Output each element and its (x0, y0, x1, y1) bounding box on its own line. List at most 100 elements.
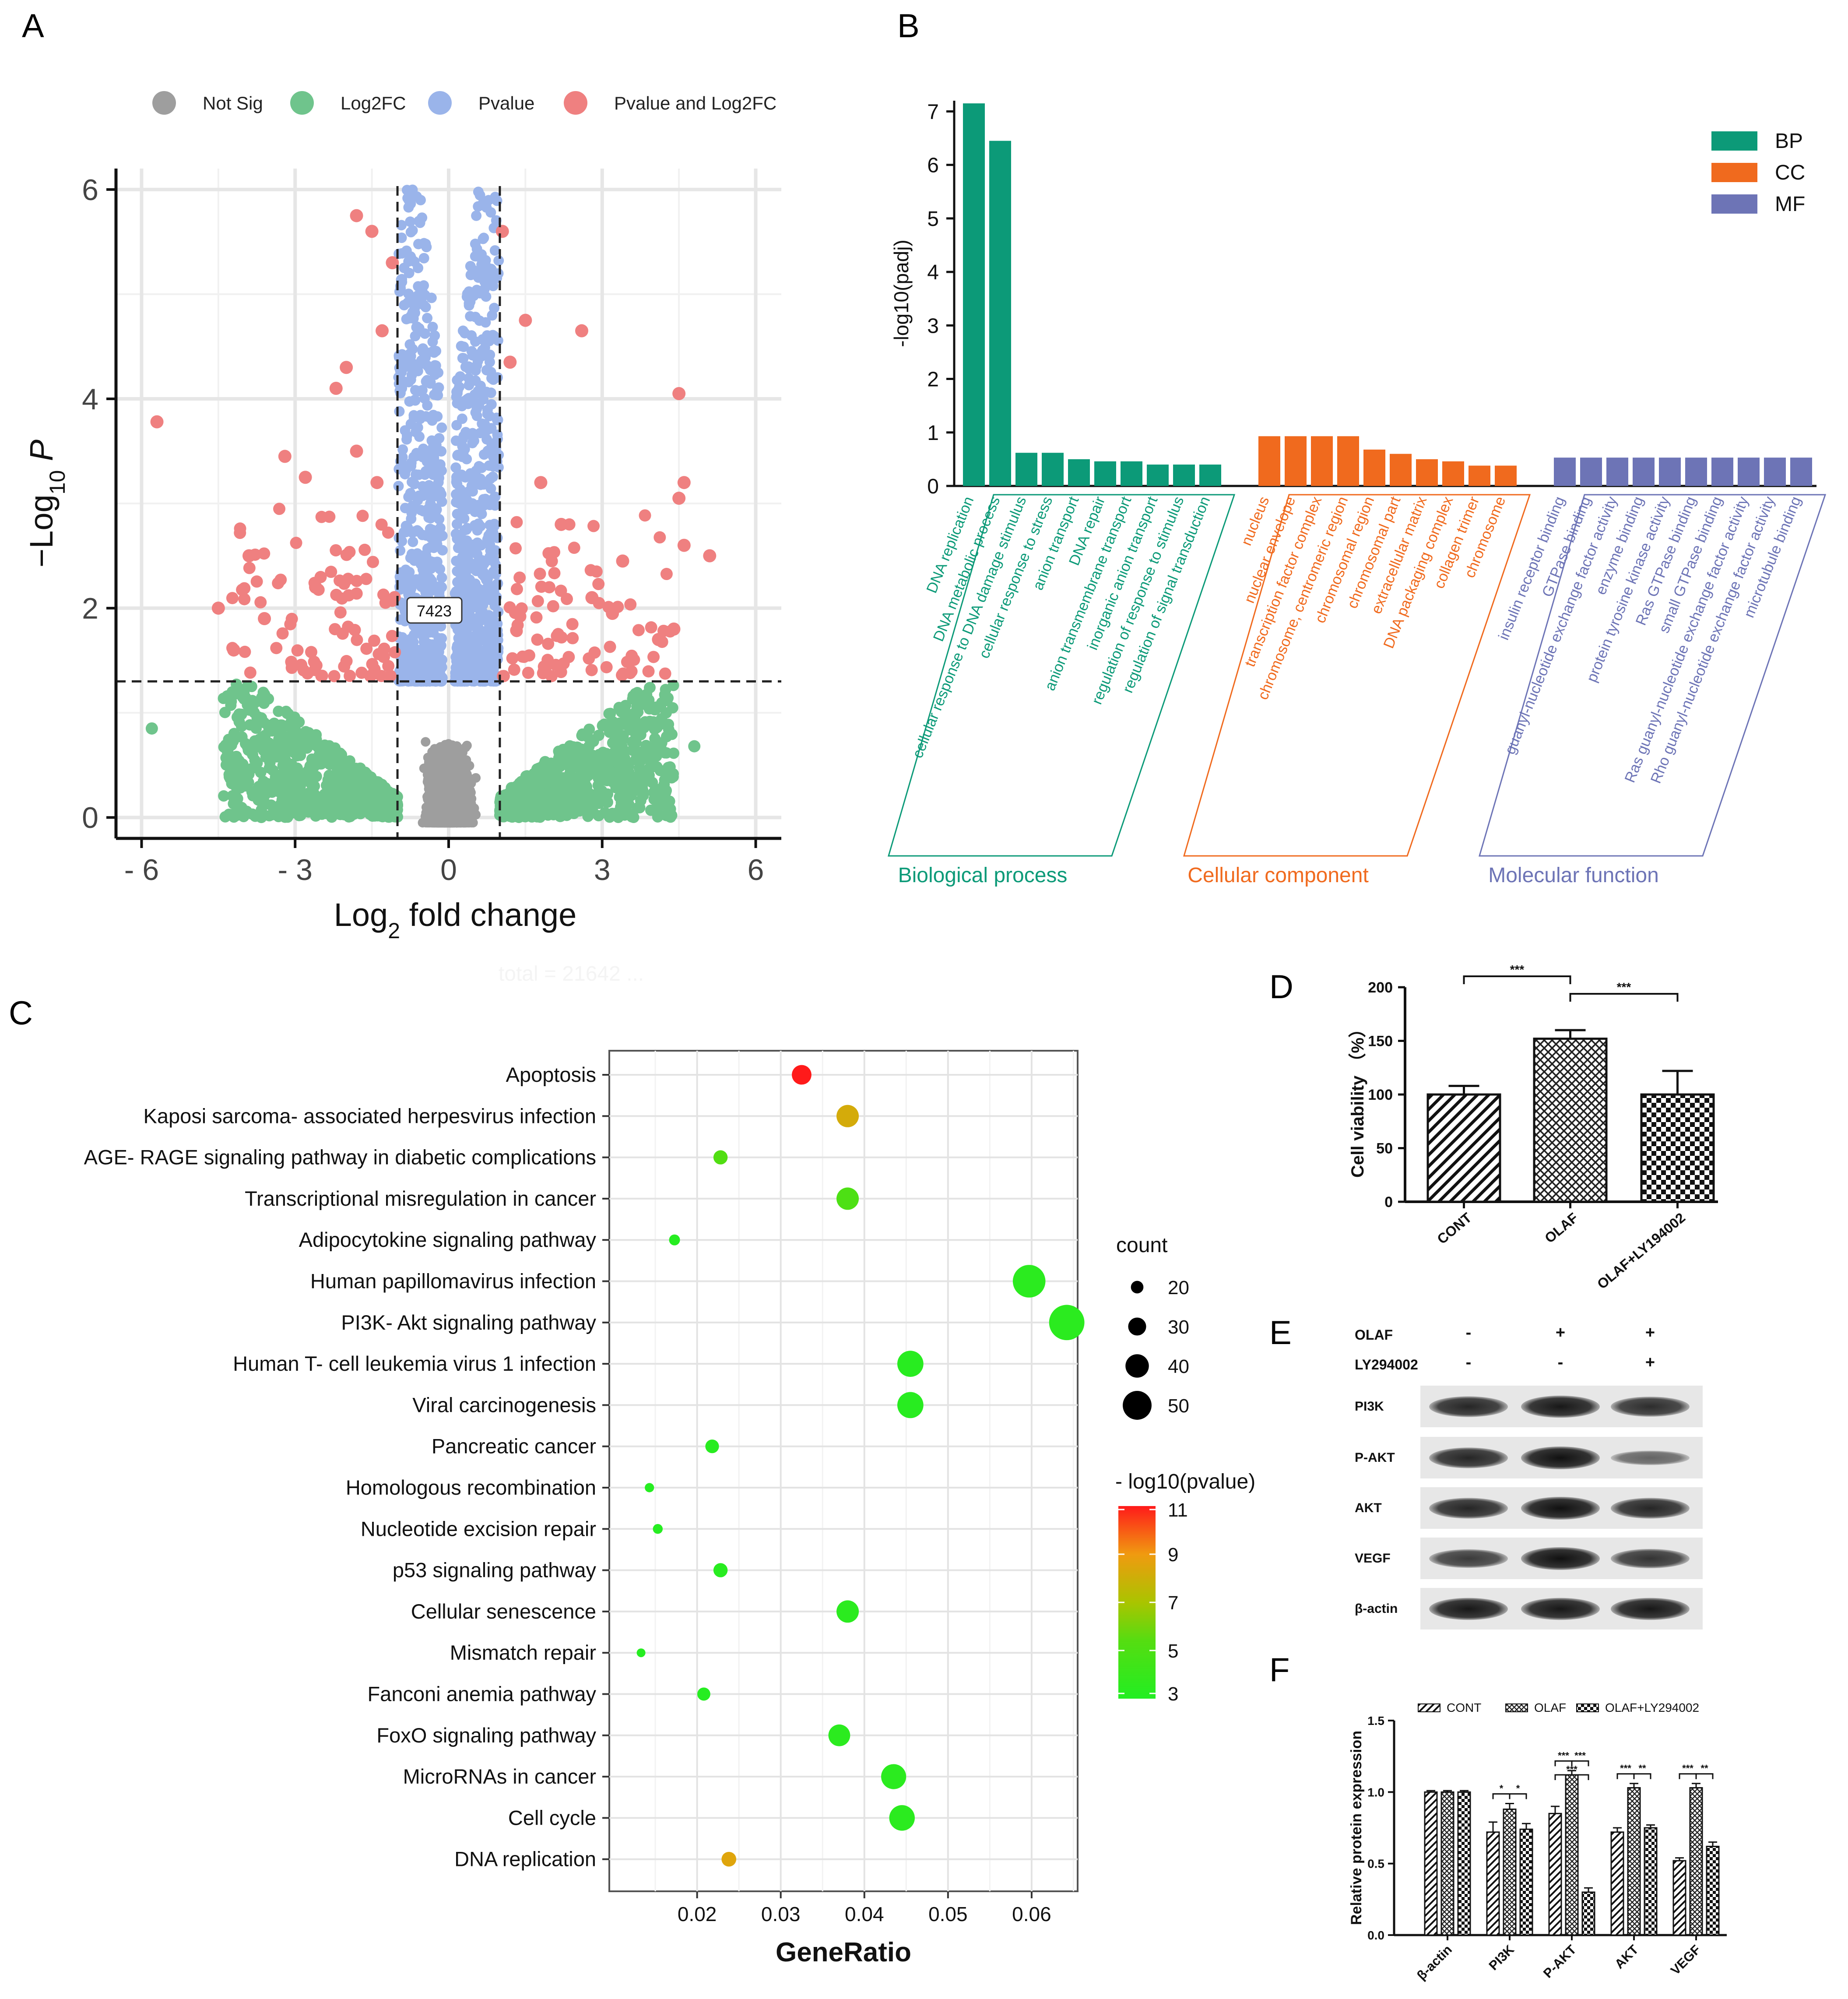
point-log2fc (570, 773, 582, 785)
point-log2fc (225, 773, 236, 785)
point-log2fc (546, 759, 558, 771)
point-pvalue (405, 553, 416, 563)
point-notsig (432, 775, 443, 785)
point-notsig (461, 816, 471, 826)
point-log2fc (538, 805, 549, 817)
point-log2fc (301, 742, 313, 754)
point-log2fc (234, 757, 246, 769)
point-log2fc (218, 790, 230, 802)
legend-label-1: Log2FC (341, 93, 406, 113)
point-pvalue (485, 423, 496, 434)
point-log2fc (268, 718, 280, 729)
point-pvalue (407, 225, 418, 236)
legend-label-2: Pvalue (478, 93, 534, 113)
point-notsig (460, 742, 471, 752)
point-log2fc (602, 788, 614, 800)
point-log2fc (389, 792, 401, 804)
point-log2fc (351, 804, 363, 816)
point-log2fc (351, 788, 363, 800)
point-log2fc (278, 774, 290, 786)
point-notsig (455, 799, 465, 809)
point-log2fc (534, 777, 546, 789)
point-log2fc (651, 761, 663, 773)
point-log2fc (559, 806, 571, 817)
point-log2fc (274, 729, 286, 740)
point-pvalue (450, 528, 461, 539)
point-pvalue (488, 554, 499, 565)
point-log2fc (546, 788, 558, 799)
point-log2fc (611, 756, 623, 767)
point-pvalue (481, 583, 492, 594)
point-log2fc (548, 796, 560, 808)
point-log2fc (241, 739, 253, 751)
point-log2fc (601, 796, 613, 808)
point-log2fc (288, 807, 299, 819)
point-pvalue (401, 185, 412, 196)
point-log2fc (514, 796, 526, 808)
legend-label-3: Pvalue and Log2FC (614, 93, 776, 113)
point-log2fc (275, 785, 287, 797)
point-pvalue (427, 346, 438, 357)
point-log2fc (616, 784, 628, 796)
point-pvalue (490, 191, 501, 202)
point-pvalue (456, 341, 467, 352)
point-log2fc (617, 730, 629, 742)
point-log2fc (560, 746, 572, 757)
point-log2fc (273, 811, 285, 823)
point-log2fc (320, 808, 332, 820)
point-log2fc (259, 740, 271, 752)
point-log2fc (516, 776, 527, 788)
point-log2fc (255, 767, 267, 778)
point-pvalue (455, 371, 466, 382)
point-log2fc (533, 795, 545, 807)
point-pvalue (484, 460, 495, 471)
point-log2fc (637, 750, 649, 762)
point-log2fc (313, 750, 325, 761)
point-log2fc (279, 800, 291, 812)
point-log2fc (306, 771, 318, 783)
point-log2fc (666, 729, 678, 740)
point-log2fc (225, 696, 237, 707)
point-log2fc (617, 809, 629, 820)
point-log2fc (280, 754, 292, 766)
point-log2fc (585, 751, 597, 763)
point-pvalue (413, 263, 424, 274)
point-log2fc (661, 809, 672, 821)
point-log2fc (253, 781, 265, 792)
point-log2fc (666, 772, 678, 784)
point-notsig (419, 763, 429, 773)
point-log2fc (221, 752, 232, 764)
point-notsig (450, 812, 460, 822)
point-log2fc (242, 699, 253, 711)
legend-dot-2 (428, 91, 452, 115)
point-log2fc (365, 771, 377, 783)
point-log2fc (334, 768, 346, 780)
point-log2fc (668, 747, 679, 759)
point-pvalue (492, 272, 502, 283)
point-log2fc (633, 781, 645, 793)
point-notsig (452, 757, 462, 767)
point-log2fc (593, 810, 604, 822)
point-pvalue (396, 220, 407, 231)
point-log2fc (661, 695, 673, 707)
point-pvalue (474, 461, 485, 472)
point-pvalue (456, 469, 467, 480)
point-pvalue (471, 210, 482, 221)
point-log2fc (286, 724, 298, 736)
point-log2fc (219, 811, 231, 823)
point-log2fc (652, 811, 664, 823)
point-notsig (429, 762, 439, 772)
point-log2fc (286, 713, 298, 725)
point-log2fc (258, 697, 270, 709)
point-pvalue (478, 232, 489, 243)
point-pvalue (450, 489, 461, 500)
point-pvalue (460, 578, 471, 589)
point-pvalue (473, 187, 484, 197)
point-notsig (451, 781, 461, 792)
point-log2fc (588, 793, 600, 805)
point-log2fc (292, 762, 303, 774)
point-pvalue (475, 521, 486, 532)
point-log2fc (524, 804, 536, 816)
point-log2fc (660, 785, 672, 797)
point-pvalue (410, 395, 421, 406)
